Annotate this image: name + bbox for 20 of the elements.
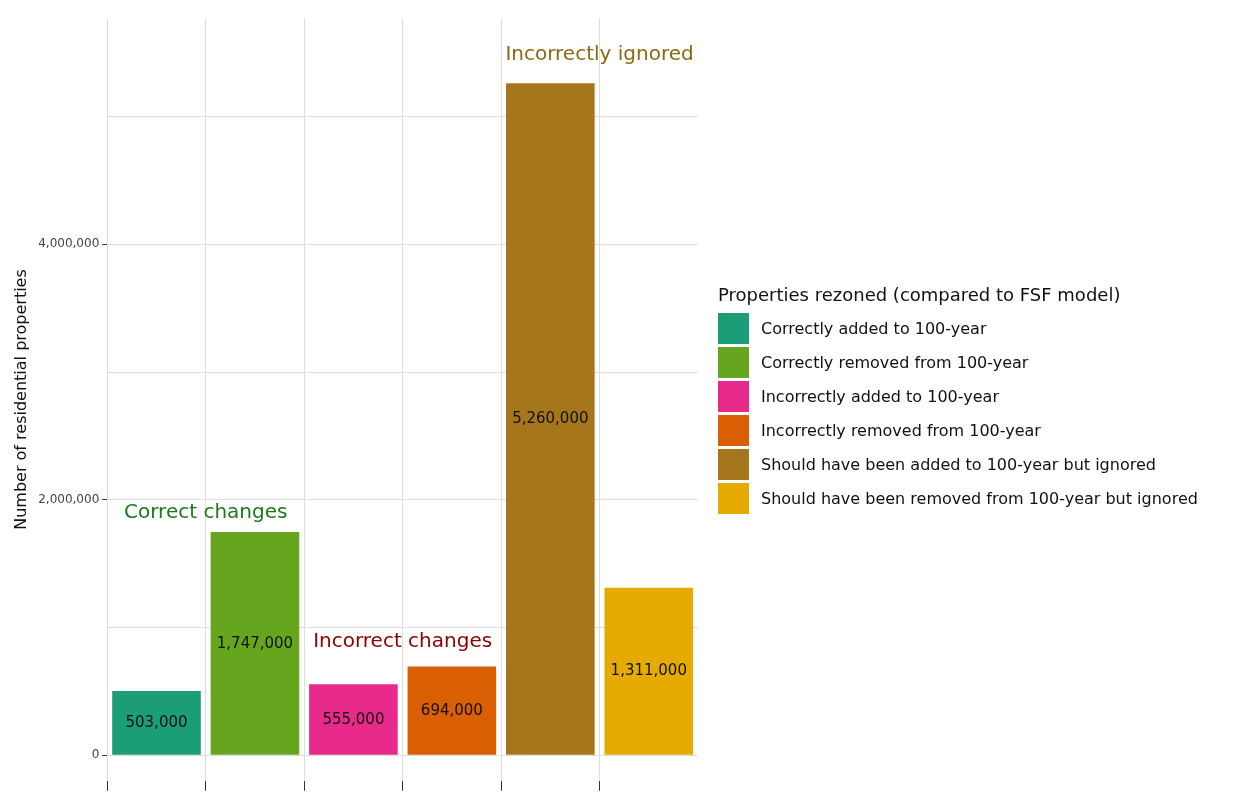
data-label: 555,000: [322, 709, 385, 728]
y-axis-title: Number of residential properties: [10, 269, 30, 530]
legend-label: Incorrectly removed from 100-year: [761, 420, 1041, 440]
legend-label: Should have been removed from 100-year but ignored: [761, 488, 1198, 508]
legend-label: Should have been added to 100-year but ignored: [761, 454, 1156, 474]
data-label: 1,747,000: [216, 633, 294, 652]
y-tick-label: 0: [91, 747, 100, 762]
annotation: Correct changes: [124, 498, 288, 523]
y-tick-label: 2,000,000: [38, 491, 100, 506]
data-label: 5,260,000: [512, 409, 589, 428]
legend-label: Incorrectly added to 100-year: [761, 386, 999, 406]
annotation: Incorrectly ignored: [505, 41, 694, 66]
legend-title: Properties rezoned (compared to FSF model): [718, 284, 1122, 305]
data-label: 694,000: [420, 700, 483, 719]
data-label: 503,000: [125, 713, 188, 732]
legend-label: Correctly added to 100-year: [761, 318, 987, 338]
annotation: Incorrect changes: [313, 627, 493, 652]
y-tick-label: 4,000,000: [38, 236, 100, 251]
legend-label: Correctly removed from 100-year: [761, 352, 1029, 372]
data-label: 1,311,000: [610, 661, 687, 680]
